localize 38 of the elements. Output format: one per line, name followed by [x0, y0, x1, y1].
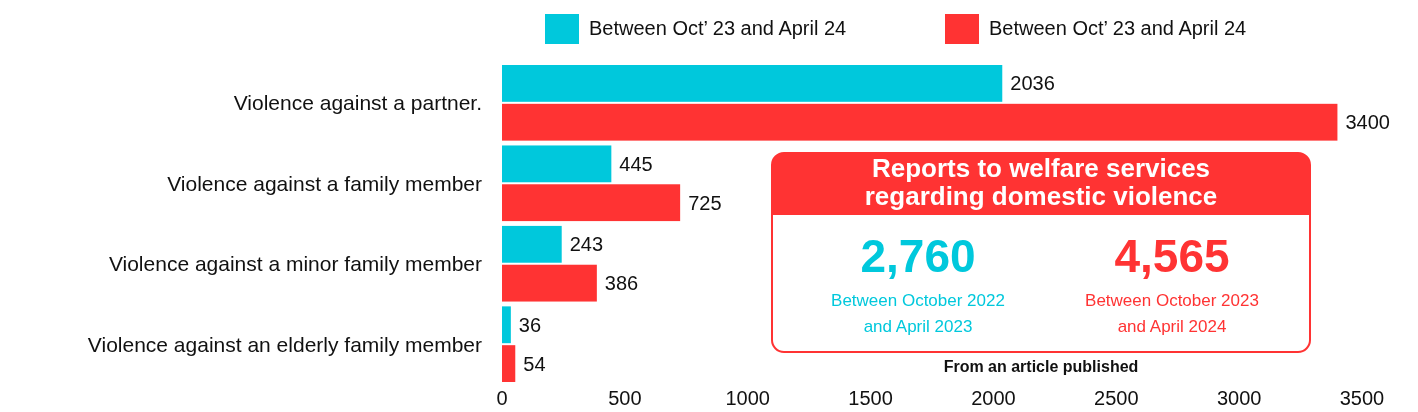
bar: [502, 184, 681, 222]
x-tick-label: 2000: [971, 387, 1016, 409]
x-tick-label: 1000: [725, 387, 770, 409]
y-tick-label: Violence against an elderly family member: [87, 332, 483, 356]
data-label: 445: [619, 152, 653, 175]
bar: [502, 345, 516, 382]
annotation: and April 2024: [1117, 317, 1227, 336]
data-label: 725: [688, 191, 722, 214]
annotation: Between October 2022: [831, 291, 1005, 310]
annotation: From an article published: [943, 358, 1139, 375]
bar: [502, 103, 1338, 141]
annotation: Reports to welfare services regarding domestic violence: [864, 153, 1218, 211]
annotation: and April 2023: [863, 317, 973, 336]
y-tick-label: Violence against a partner.: [233, 91, 482, 115]
x-tick-label: 500: [608, 387, 642, 409]
bar: [502, 225, 562, 263]
data-label: 36: [518, 313, 542, 336]
y-tick-label: Violence against a family member: [167, 171, 483, 195]
bar: [502, 306, 511, 344]
data-label: 54: [523, 352, 546, 375]
bar: [502, 264, 597, 302]
data-label: 243: [569, 233, 604, 256]
data-label: 2036: [1010, 72, 1055, 95]
x-tick-label: 3000: [1216, 387, 1262, 409]
y-tick-label: Violence against a minor family member: [108, 252, 483, 276]
bar: [502, 65, 1003, 102]
x-tick-label: 1500: [848, 387, 893, 409]
data-label: 386: [604, 272, 639, 295]
legend-label: Between Oct’ 23 and April 24: [989, 17, 1247, 39]
data-label: 3400: [1345, 111, 1390, 134]
legend-label: Between Oct’ 23 and April 24: [589, 17, 847, 39]
bar: [502, 145, 612, 183]
annotation: 4,565: [1114, 230, 1230, 282]
x-tick-label: 2500: [1094, 387, 1139, 409]
x-tick-label: 3500: [1339, 387, 1385, 409]
annotation: Between October 2023: [1085, 291, 1259, 310]
x-tick-label: 0: [496, 387, 508, 409]
annotation: 2,760: [860, 230, 976, 282]
